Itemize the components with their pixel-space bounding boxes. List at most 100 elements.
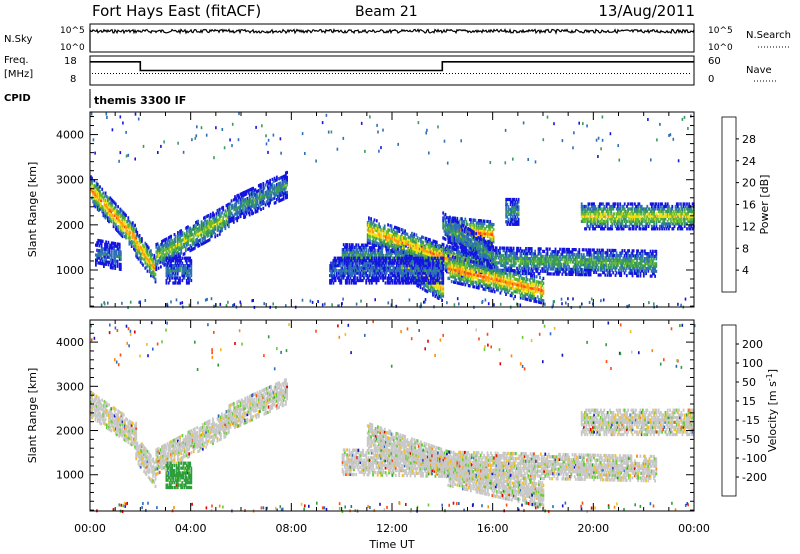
heatmap-cell bbox=[470, 262, 472, 266]
heatmap-cell bbox=[505, 259, 508, 263]
heatmap-cell bbox=[531, 286, 533, 290]
heatmap-cell bbox=[143, 245, 145, 249]
heatmap-cell bbox=[648, 264, 651, 268]
heatmap-cell bbox=[599, 251, 602, 255]
heatmap-cell bbox=[103, 215, 106, 219]
heatmap-cell bbox=[536, 282, 539, 287]
heatmap-cell bbox=[485, 283, 488, 287]
heatmap-cell bbox=[481, 262, 484, 266]
heatmap-cell bbox=[171, 254, 174, 258]
heatmap-cell bbox=[230, 211, 233, 215]
heatmap-cell bbox=[134, 223, 136, 227]
heatmap-cell bbox=[540, 293, 542, 297]
heatmap-cell bbox=[370, 224, 372, 228]
heatmap-cell bbox=[101, 249, 104, 253]
heatmap-cell bbox=[93, 196, 96, 200]
heatmap-cell bbox=[435, 248, 438, 252]
heatmap-cell bbox=[516, 254, 518, 258]
heatmap-cell bbox=[97, 251, 100, 255]
heatmap-cell bbox=[397, 241, 400, 245]
heatmap-cell bbox=[653, 264, 655, 268]
heatmap-cell bbox=[113, 241, 115, 245]
heatmap-cell bbox=[524, 269, 526, 273]
heatmap-cell bbox=[366, 263, 369, 267]
heatmap-cell bbox=[346, 243, 348, 247]
heatmap-cell bbox=[191, 247, 194, 251]
heatmap-cell bbox=[655, 264, 658, 268]
heatmap-cell bbox=[160, 257, 162, 262]
heatmap-cell bbox=[364, 243, 367, 247]
heatmap-cell bbox=[355, 243, 358, 247]
heatmap-cell bbox=[366, 253, 369, 257]
heatmap-cell bbox=[98, 244, 101, 248]
heatmap-cell bbox=[517, 288, 520, 292]
heatmap-cell bbox=[181, 231, 184, 235]
heatmap-cell bbox=[94, 185, 97, 189]
heatmap-cell bbox=[400, 254, 403, 258]
heatmap-cell bbox=[165, 271, 168, 275]
heatmap-cell bbox=[552, 255, 555, 259]
heatmap-cell bbox=[128, 225, 131, 229]
heatmap-cell bbox=[395, 226, 397, 230]
heatmap-cell bbox=[540, 301, 542, 305]
heatmap-cell bbox=[551, 260, 553, 264]
heatmap-cell bbox=[523, 294, 525, 298]
heatmap-cell bbox=[173, 276, 176, 280]
heatmap-cell bbox=[127, 223, 130, 227]
heatmap-cell bbox=[351, 245, 354, 249]
heatmap-cell bbox=[509, 274, 512, 278]
heatmap-cell bbox=[227, 210, 230, 214]
heatmap-cell bbox=[532, 284, 535, 288]
nsky-series-line bbox=[89, 28, 695, 51]
heatmap-cell bbox=[104, 193, 107, 198]
heatmap-cell bbox=[653, 254, 655, 258]
heatmap-cell bbox=[391, 249, 394, 253]
heatmap-cell bbox=[109, 203, 112, 208]
heatmap-cell bbox=[623, 264, 626, 268]
heatmap-cell bbox=[246, 204, 249, 208]
heatmap-cell bbox=[232, 208, 235, 212]
heatmap-cell bbox=[550, 252, 552, 256]
heatmap-cell bbox=[196, 227, 198, 231]
heatmap-cell bbox=[521, 281, 523, 285]
heatmap-cell bbox=[417, 244, 420, 248]
heatmap-cell bbox=[204, 235, 206, 239]
heatmap-cell bbox=[614, 268, 617, 272]
heatmap-cell bbox=[567, 250, 569, 254]
heatmap-cell bbox=[396, 243, 399, 248]
heatmap-cell bbox=[485, 275, 488, 279]
heatmap-cell bbox=[463, 265, 465, 269]
heatmap-cell bbox=[176, 259, 179, 263]
heatmap-cell bbox=[650, 257, 653, 261]
heatmap-cell bbox=[383, 256, 386, 260]
heatmap-cell bbox=[532, 286, 535, 290]
heatmap-cell bbox=[381, 241, 384, 245]
heatmap-cell bbox=[373, 248, 376, 252]
heatmap-cell bbox=[395, 238, 397, 242]
heatmap-cell bbox=[484, 278, 487, 282]
heatmap-cell bbox=[177, 231, 179, 235]
heatmap-cell bbox=[110, 207, 113, 211]
heatmap-cell bbox=[506, 285, 509, 289]
heatmap-cell bbox=[632, 266, 635, 270]
heatmap-cell bbox=[372, 235, 375, 239]
heatmap-cell bbox=[171, 274, 173, 278]
heatmap-cell bbox=[556, 255, 559, 259]
heatmap-cell bbox=[144, 254, 147, 258]
heatmap-cell bbox=[200, 222, 203, 226]
heatmap-cell bbox=[151, 265, 153, 269]
heatmap-cell bbox=[401, 248, 404, 252]
heatmap-cell bbox=[644, 252, 646, 256]
heatmap-cell bbox=[207, 226, 210, 230]
heatmap-cell bbox=[144, 266, 147, 270]
heatmap-cell bbox=[452, 251, 455, 255]
heatmap-cell bbox=[348, 243, 351, 247]
heatmap-cell bbox=[477, 271, 480, 275]
heatmap-cell bbox=[457, 253, 460, 257]
heatmap-cell bbox=[525, 271, 527, 275]
heatmap-cell bbox=[153, 273, 156, 277]
heatmap-cell bbox=[599, 268, 602, 272]
heatmap-cell bbox=[239, 212, 242, 216]
heatmap-cell bbox=[165, 244, 168, 248]
heatmap-cell bbox=[494, 275, 497, 279]
